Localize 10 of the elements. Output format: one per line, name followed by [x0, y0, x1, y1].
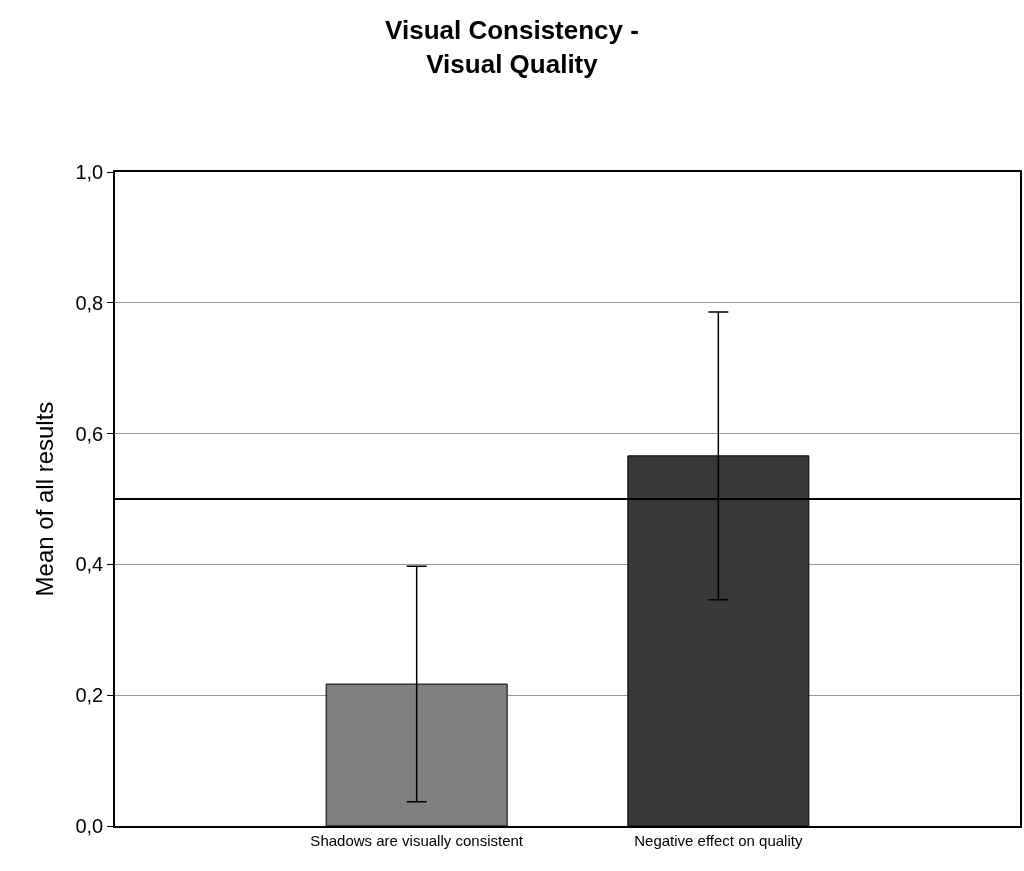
x-tick-label: Shadows are visually consistent	[310, 831, 524, 849]
y-tick-label: 0,6	[75, 422, 104, 445]
y-tick-label: 0,4	[75, 553, 104, 576]
x-tick-label: Negative effect on quality	[634, 831, 803, 849]
y-tick-label: 1,0	[75, 161, 104, 183]
y-tick-label: 0,0	[75, 815, 104, 837]
y-tick-label: 0,8	[75, 291, 104, 314]
y-axis-title: Mean of all results	[31, 401, 59, 597]
y-tick-label: 0,2	[75, 684, 104, 707]
chart-title: Visual Consistency - Visual Quality	[385, 15, 639, 79]
